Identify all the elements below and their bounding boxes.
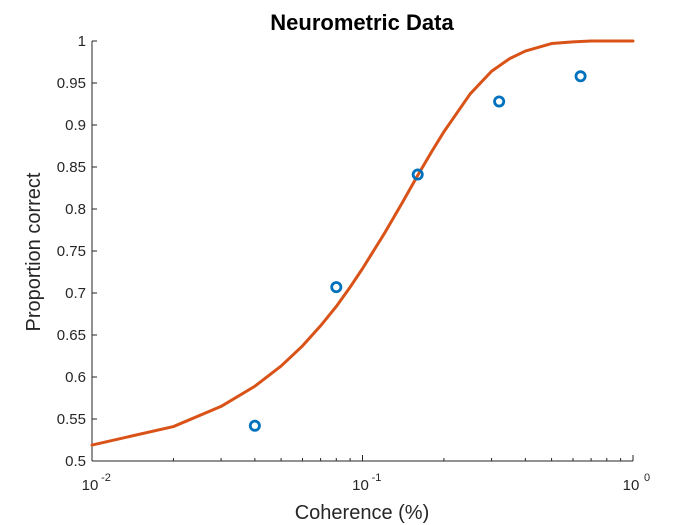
- y-axis-label: Proportion correct: [23, 172, 45, 331]
- y-tick-label: 0.6: [65, 369, 86, 386]
- x-axis-label: Coherence (%): [295, 502, 430, 524]
- y-tick-label: 0.75: [57, 243, 86, 260]
- y-tick-label: 0.55: [57, 411, 86, 428]
- y-tick-label: 0.65: [57, 327, 86, 344]
- plot-area: 0.50.550.60.650.70.750.80.850.90.951 10-…: [57, 33, 650, 494]
- fit-curve-line: [90, 39, 635, 447]
- x-tick-exponent: -2: [101, 472, 111, 484]
- x-tick-label: 10: [82, 477, 99, 494]
- chart-title: Neurometric Data: [270, 10, 454, 35]
- series-layer: [90, 39, 635, 447]
- y-tick-label: 0.5: [65, 453, 86, 470]
- y-axis-ticks: 0.5 0.55 0.6 0.65 0.7 0.75 0.8 0.85 0.9 0.95 1: [57, 33, 97, 470]
- data-point: [493, 95, 506, 108]
- x-tick-label: 10: [623, 477, 640, 494]
- data-point: [574, 70, 587, 83]
- x-tick-exponent: 0: [644, 472, 650, 484]
- data-point: [330, 281, 343, 294]
- x-tick-exponent: -1: [372, 472, 382, 484]
- data-point: [248, 419, 261, 432]
- y-tick-label: 0.85: [57, 159, 86, 176]
- x-tick-label: 10: [352, 477, 369, 494]
- y-tick-label: 0.95: [57, 75, 86, 92]
- y-tick-label: 1: [78, 33, 86, 50]
- y-tick-label: 0.7: [65, 285, 86, 302]
- y-tick-label: 0.8: [65, 201, 86, 218]
- data-point: [411, 168, 424, 181]
- y-tick-label: 0.9: [65, 117, 86, 134]
- x-axis-ticks: 10 -2 10 -1 10 0: [82, 455, 650, 494]
